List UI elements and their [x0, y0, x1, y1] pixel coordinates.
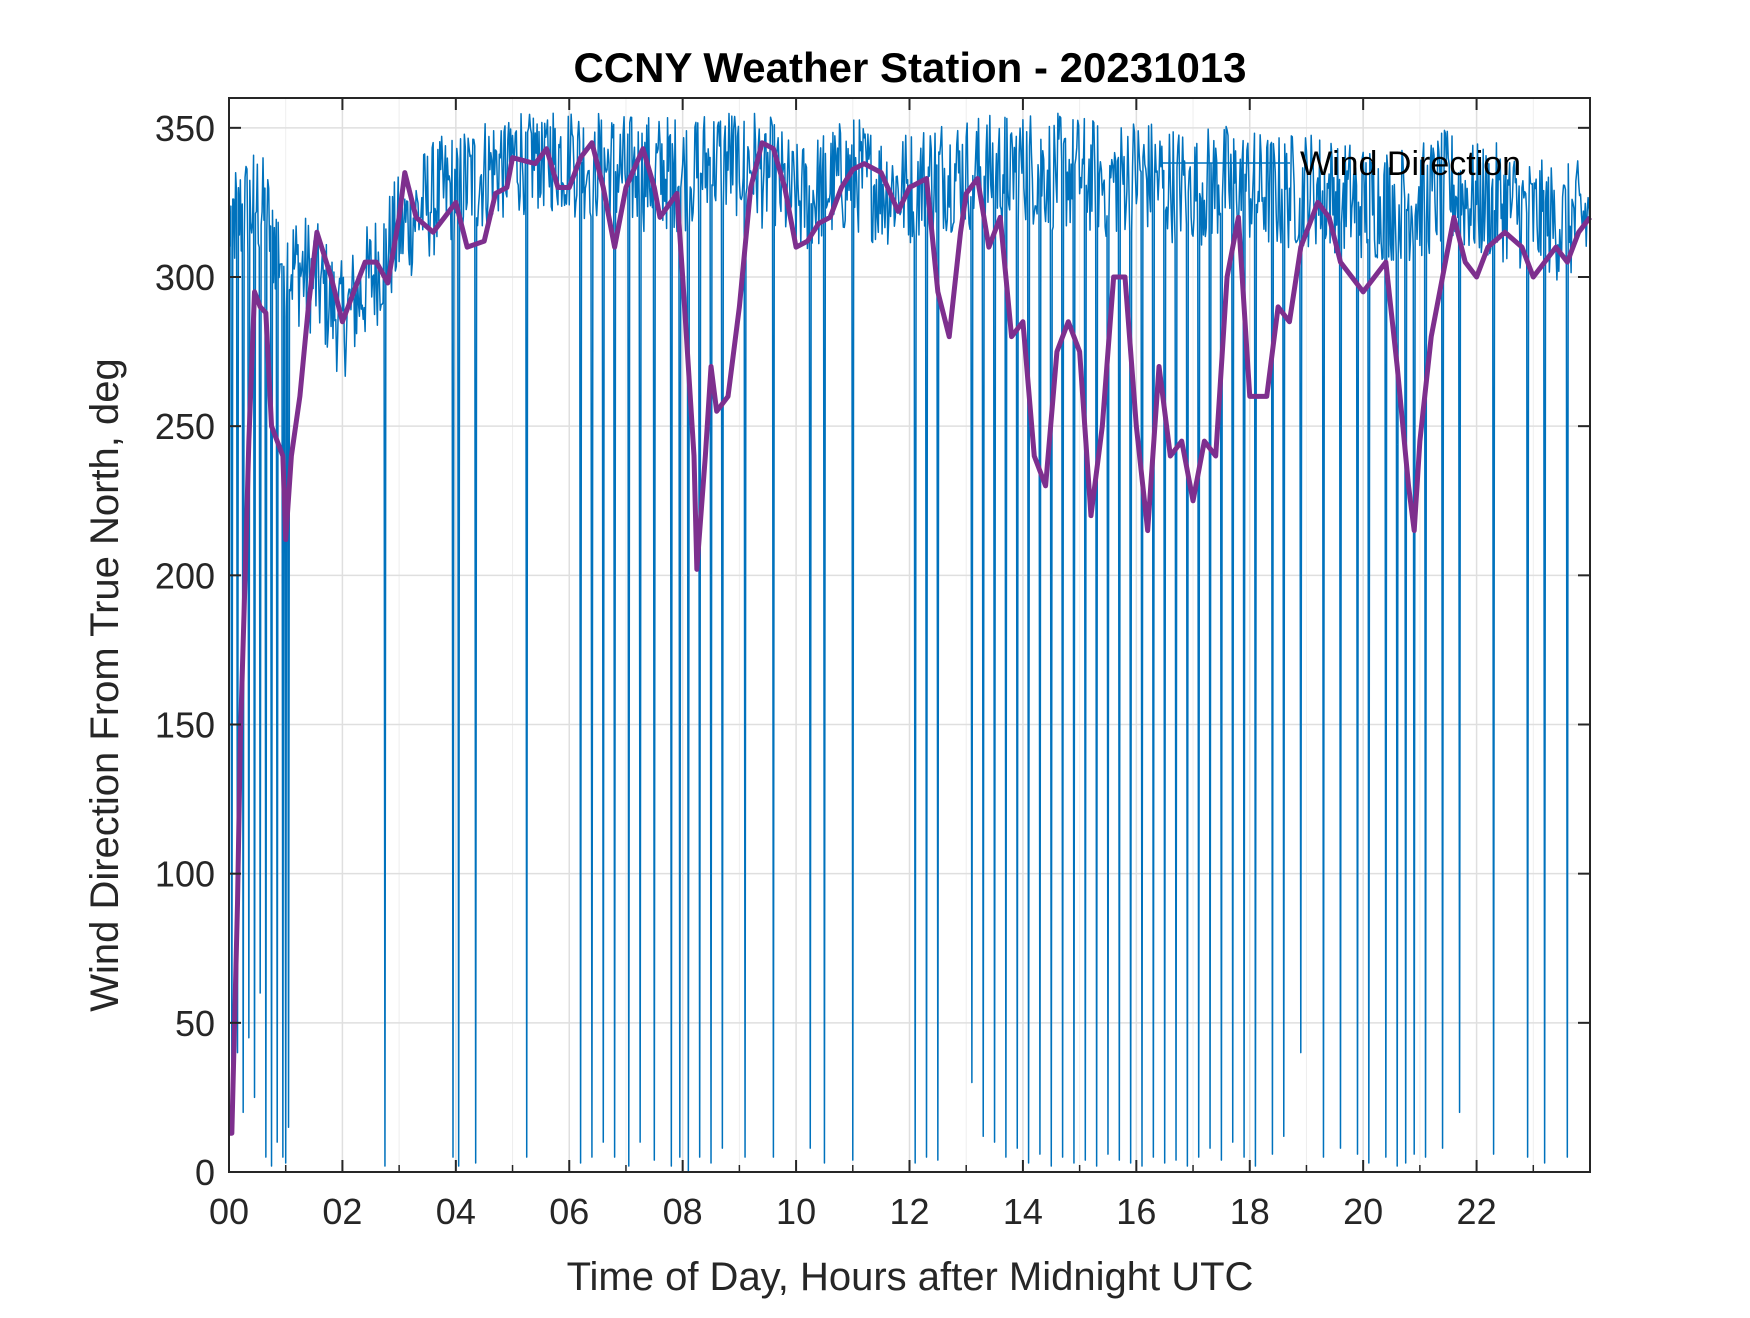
x-tick-label: 08: [663, 1191, 703, 1232]
x-tick-label: 06: [549, 1191, 589, 1232]
smoothed-series-line: [229, 140, 1592, 1136]
x-tick-label: 10: [776, 1191, 816, 1232]
x-tick-label: 14: [1003, 1191, 1043, 1232]
x-tick-label: 18: [1230, 1191, 1270, 1232]
y-tick-label: 250: [155, 406, 215, 447]
tick-labels: 00 02 04 06 08 10 12 14 16 18 20 22 0 50 100 150 200 250 3…: [155, 108, 1497, 1232]
y-tick-label: 150: [155, 705, 215, 746]
y-tick-label: 350: [155, 108, 215, 149]
x-tick-label: 16: [1116, 1191, 1156, 1232]
y-tick-label: 300: [155, 257, 215, 298]
chart-title: CCNY Weather Station - 20231013: [573, 44, 1246, 91]
axis-ticks: [228, 98, 1590, 1173]
y-tick-label: 50: [175, 1003, 215, 1044]
x-tick-label: 20: [1343, 1191, 1383, 1232]
y-axis-label: Wind Direction From True North, deg: [83, 358, 127, 1012]
y-tick-label: 200: [155, 555, 215, 596]
x-tick-label: 02: [322, 1191, 362, 1232]
x-tick-label: 22: [1457, 1191, 1497, 1232]
x-tick-label: 12: [889, 1191, 929, 1232]
x-axis-label: Time of Day, Hours after Midnight UTC: [567, 1255, 1254, 1299]
y-tick-label: 100: [155, 854, 215, 895]
x-tick-label: 04: [436, 1191, 476, 1232]
legend: Wind Direction: [1160, 145, 1521, 183]
smoothed-wind-direction-series: [229, 140, 1592, 1136]
x-tick-label: 00: [209, 1191, 249, 1232]
y-tick-label: 0: [195, 1152, 215, 1193]
legend-entry-wind-direction: Wind Direction: [1300, 145, 1521, 183]
